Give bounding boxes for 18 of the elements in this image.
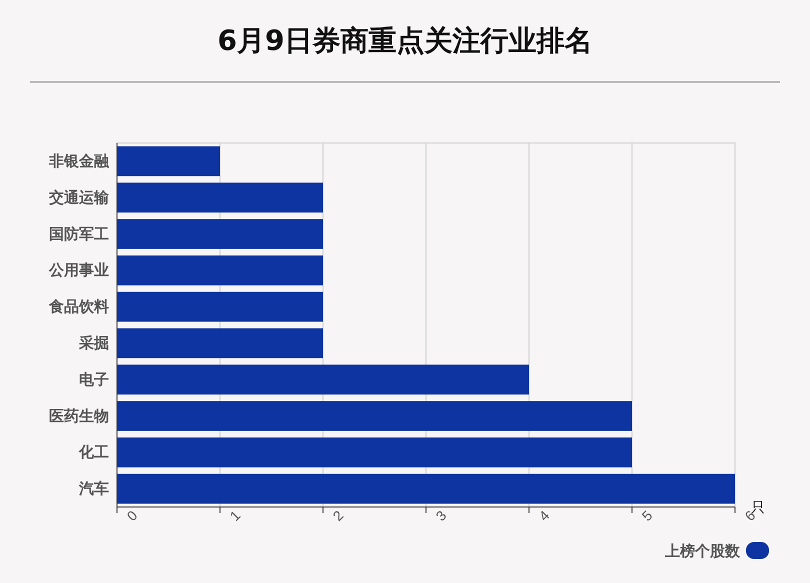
y-tick-label: 医药生物	[49, 408, 109, 425]
y-tick-label: 交通运输	[48, 188, 110, 206]
x-tick-label: 2	[330, 507, 346, 524]
x-tick-label: 5	[638, 507, 656, 524]
y-tick-label: 化工	[78, 444, 109, 462]
x-tick-label: 3	[432, 507, 450, 524]
x-tick-label: 4	[536, 507, 552, 524]
x-tick-label: 0	[124, 507, 140, 524]
chart-title: 6月9日券商重点关注行业排名	[218, 24, 592, 57]
y-tick-label: 电子	[79, 371, 109, 388]
x-tick-label: 1	[226, 507, 244, 524]
legend-label: 上榜个股数	[664, 542, 741, 560]
y-tick-label: 公用事业	[48, 262, 109, 280]
y-tick-label: 非银金融	[48, 153, 110, 170]
y-tick-label: 国防军工	[49, 226, 109, 243]
y-tick-label: 汽车	[78, 480, 109, 498]
y-tick-label: 采掘	[78, 335, 109, 352]
y-tick-label: 食品饮料	[48, 298, 109, 316]
